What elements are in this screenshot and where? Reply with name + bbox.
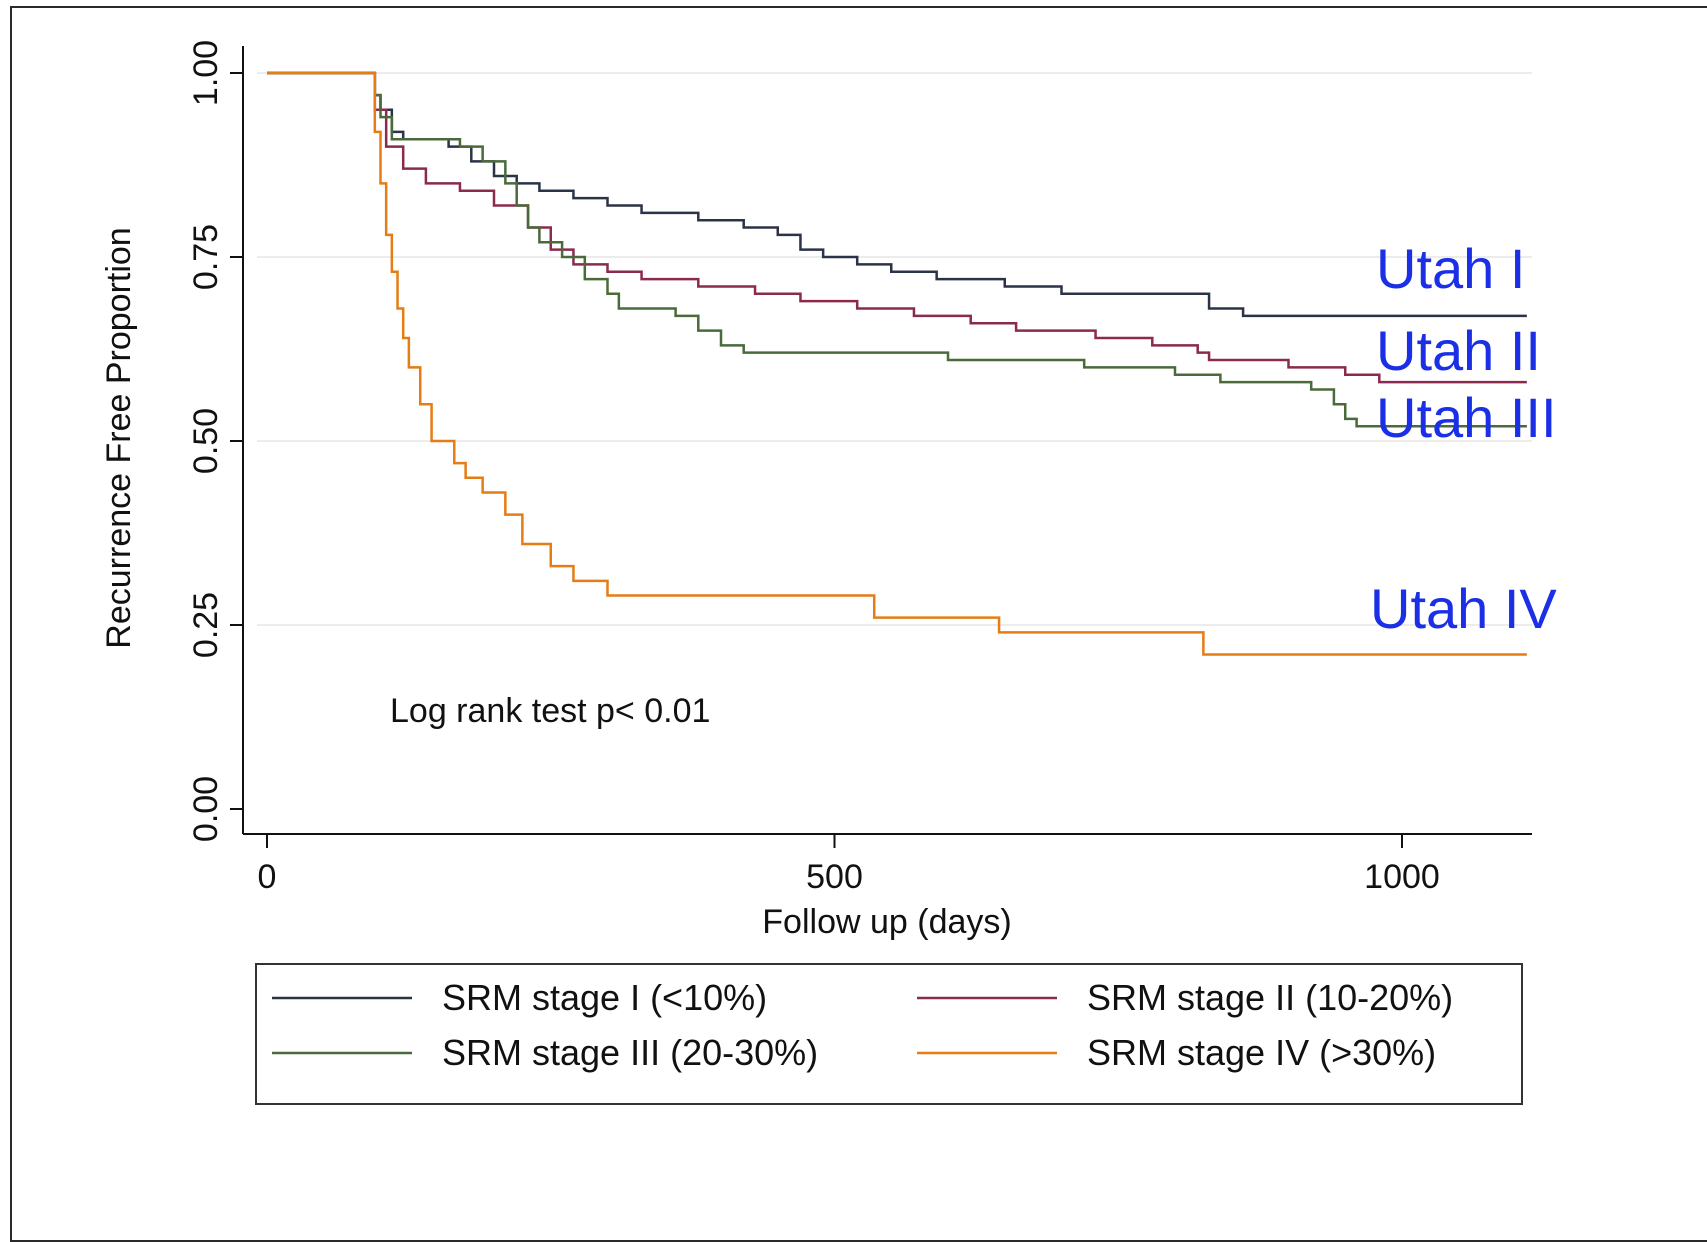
y-ticks: 0.00 0.25 0.50 0.75 1.00 — [187, 40, 243, 842]
x-axis-title: Follow up (days) — [762, 903, 1011, 941]
y-axis-title: Recurrence Free Proportion — [100, 227, 138, 648]
grid-lines — [257, 72, 1532, 626]
x-tick-label: 0 — [258, 858, 277, 896]
x-tick-label: 1000 — [1364, 858, 1440, 896]
side-label-4: Utah IV — [1370, 577, 1557, 640]
x-ticks: 0 500 1000 — [258, 834, 1440, 896]
legend-label-3: SRM stage III (20-30%) — [442, 1032, 818, 1073]
series-line-4 — [267, 71, 1527, 656]
y-tick-label: 1.00 — [187, 40, 225, 106]
series-line-1 — [267, 71, 1527, 318]
y-tick-label: 0.00 — [187, 776, 225, 842]
side-label-3: Utah III — [1376, 386, 1557, 449]
y-tick-label: 0.75 — [187, 224, 225, 290]
series-line-3 — [267, 71, 1527, 428]
y-tick-label: 0.25 — [187, 592, 225, 658]
side-label-1: Utah I — [1376, 237, 1525, 300]
series-line-2 — [267, 71, 1527, 384]
legend-label-2: SRM stage II (10-20%) — [1087, 977, 1453, 1018]
chart-frame: 0.00 0.25 0.50 0.75 1.00 0 500 1000 Recurrence… — [10, 6, 1707, 1242]
side-label-2: Utah II — [1376, 319, 1541, 382]
legend-box — [255, 963, 1523, 1105]
log-rank-annotation: Log rank test p< 0.01 — [390, 692, 710, 730]
y-tick-label: 0.50 — [187, 408, 225, 474]
legend: SRM stage I (<10%) SRM stage II (10-20%) S… — [255, 963, 1523, 1105]
x-tick-label: 500 — [806, 858, 863, 896]
legend-label-4: SRM stage IV (>30%) — [1087, 1032, 1436, 1073]
series-lines — [267, 71, 1527, 656]
legend-label-1: SRM stage I (<10%) — [442, 977, 767, 1018]
km-survival-chart: 0.00 0.25 0.50 0.75 1.00 0 500 1000 Recurrence… — [100, 40, 1557, 1105]
